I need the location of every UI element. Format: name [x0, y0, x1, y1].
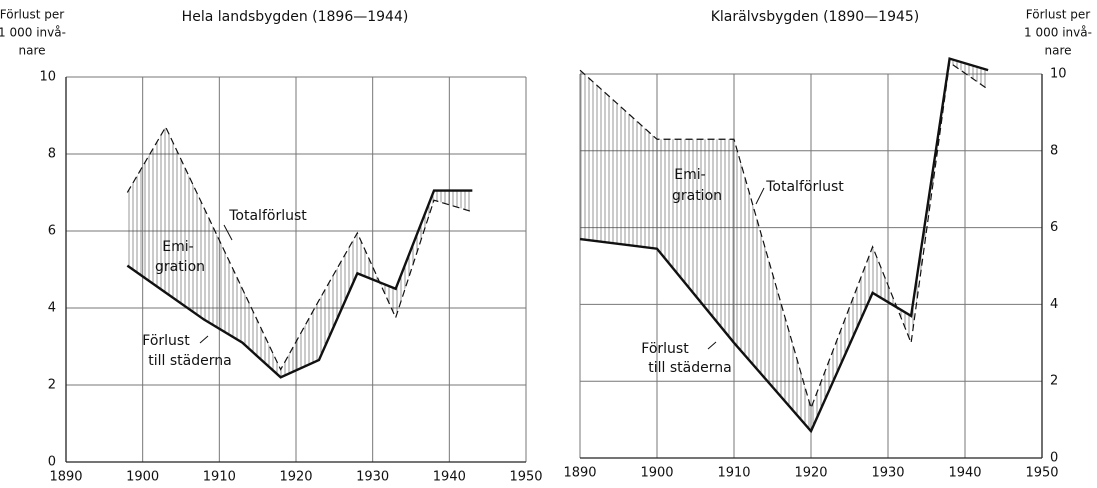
series-line — [579, 57, 989, 434]
x-tick-label: 1950 — [1025, 466, 1058, 481]
y-axis-label: nare — [1044, 44, 1071, 58]
x-tick-label: 1890 — [563, 466, 596, 481]
emigration-area — [580, 58, 989, 432]
y-tick-label: 10 — [39, 70, 56, 85]
y-axis-label: nare — [18, 44, 45, 58]
y-axis-label: 1 000 invå- — [1024, 26, 1092, 40]
annotation: Emi- — [162, 239, 193, 255]
annotation: gration — [155, 259, 205, 275]
series-line — [126, 189, 473, 379]
y-tick-label: 0 — [1050, 451, 1058, 466]
y-tick-label: 4 — [48, 301, 56, 316]
x-tick-label: 1900 — [126, 470, 159, 485]
y-axis-label: Förlust per — [1026, 8, 1090, 22]
annotation: Totalförlust — [228, 208, 307, 224]
y-tick-label: 0 — [48, 455, 56, 470]
x-tick-label: 1910 — [717, 466, 750, 481]
y-tick-label: 4 — [1050, 297, 1058, 312]
chart-title: Klarälvsbygden (1890—1945) — [711, 9, 920, 25]
annotation: Totalförlust — [765, 179, 844, 195]
x-tick-label: 1900 — [640, 466, 673, 481]
annotation: till städerna — [148, 353, 231, 369]
y-tick-label: 6 — [1050, 220, 1058, 235]
chart-title: Hela landsbygden (1896—1944) — [182, 9, 409, 25]
annotation-arrow — [223, 224, 233, 241]
annotation-arrow — [707, 341, 717, 350]
y-axis-label: Förlust per — [0, 8, 64, 22]
x-tick-label: 1940 — [948, 466, 981, 481]
annotation: gration — [672, 188, 722, 204]
annotation-arrow — [755, 187, 765, 205]
annotation: till städerna — [648, 360, 731, 376]
x-tick-label: 1890 — [49, 470, 82, 485]
x-tick-label: 1910 — [203, 470, 236, 485]
y-tick-label: 6 — [48, 224, 56, 239]
x-tick-label: 1920 — [794, 466, 827, 481]
emigration-area — [127, 127, 473, 378]
x-tick-label: 1950 — [509, 470, 542, 485]
x-tick-label: 1930 — [356, 470, 389, 485]
annotation: Förlust — [641, 341, 689, 357]
annotation-arrow — [199, 335, 209, 344]
x-tick-label: 1940 — [433, 470, 466, 485]
annotation: Förlust — [142, 333, 190, 349]
x-tick-label: 1930 — [871, 466, 904, 481]
annotation: Emi- — [674, 167, 705, 183]
y-tick-label: 10 — [1050, 67, 1067, 82]
x-tick-label: 1920 — [279, 470, 312, 485]
y-tick-label: 8 — [1050, 143, 1058, 158]
y-tick-label: 8 — [48, 147, 56, 162]
y-tick-label: 2 — [1050, 374, 1058, 389]
series-line — [126, 125, 473, 371]
y-tick-label: 2 — [48, 378, 56, 393]
y-axis-label: 1 000 invå- — [0, 26, 66, 40]
